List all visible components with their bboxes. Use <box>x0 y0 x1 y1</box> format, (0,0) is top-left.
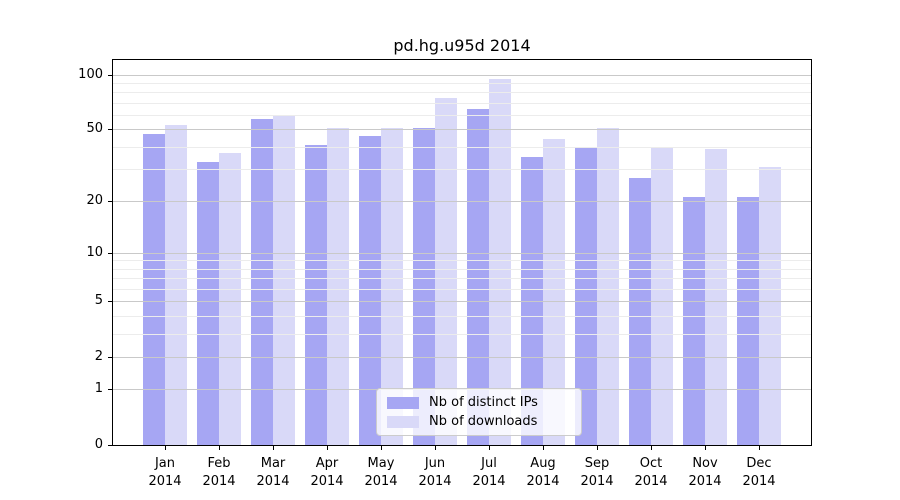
y-tick-10 <box>108 252 112 254</box>
x-tick-label-mar: Mar 2014 <box>256 456 290 489</box>
bars-layer <box>113 60 811 445</box>
legend-item-distinct-ips: Nb of distinct IPs <box>387 395 571 410</box>
bar-may-nb-of-distinct-ips <box>359 135 381 445</box>
y-tick-label-20: 20 <box>86 192 103 208</box>
chart-title: pd.hg.u95d 2014 <box>393 36 531 55</box>
y-tick-label-0: 0 <box>94 437 103 452</box>
y-tick-1 <box>108 389 112 391</box>
bar-aug-nb-of-downloads <box>543 139 565 445</box>
bar-nov-nb-of-distinct-ips <box>683 196 705 445</box>
x-tick-apr <box>327 446 328 450</box>
bar-aug-nb-of-distinct-ips <box>521 157 543 445</box>
x-tick-nov <box>705 446 706 450</box>
bar-jun-nb-of-downloads <box>435 98 457 445</box>
bar-dec-nb-of-distinct-ips <box>737 196 759 445</box>
y-tick-label-1: 1 <box>94 381 103 397</box>
x-tick-label-may: May 2014 <box>364 456 398 489</box>
bar-jan-nb-of-downloads <box>165 124 187 445</box>
bar-jan-nb-of-distinct-ips <box>143 134 165 445</box>
x-tick-oct <box>651 446 652 450</box>
bar-sep-nb-of-distinct-ips <box>575 146 597 445</box>
legend: Nb of distinct IPs Nb of downloads <box>376 388 582 436</box>
x-tick-jan <box>165 446 166 450</box>
x-tick-label-nov: Nov 2014 <box>688 456 722 489</box>
x-tick-sep <box>597 446 598 450</box>
y-tick-label-2: 2 <box>94 348 103 364</box>
bar-oct-nb-of-distinct-ips <box>629 177 651 445</box>
x-tick-dec <box>759 446 760 450</box>
y-tick-5 <box>108 301 112 303</box>
x-tick-label-sep: Sep 2014 <box>580 456 614 489</box>
y-tick-label-5: 5 <box>94 293 103 309</box>
x-tick-jul <box>489 446 490 450</box>
x-tick-label-jul: Jul 2014 <box>472 456 506 489</box>
x-tick-label-jan: Jan 2014 <box>148 456 182 489</box>
plot-area: Nb of distinct IPs Nb of downloads <box>112 59 812 446</box>
legend-label-distinct-ips: Nb of distinct IPs <box>429 395 538 410</box>
bar-feb-nb-of-downloads <box>219 153 241 445</box>
y-tick-2 <box>108 356 112 358</box>
bar-sep-nb-of-downloads <box>597 127 619 445</box>
y-tick-label-100: 100 <box>78 66 103 82</box>
bar-mar-nb-of-downloads <box>273 115 295 445</box>
x-tick-label-aug: Aug 2014 <box>526 456 560 489</box>
x-tick-mar <box>273 446 274 450</box>
bar-apr-nb-of-distinct-ips <box>305 144 327 445</box>
legend-label-downloads: Nb of downloads <box>429 414 538 429</box>
legend-item-downloads: Nb of downloads <box>387 414 571 429</box>
legend-swatch-distinct-ips <box>387 396 419 409</box>
y-tick-100 <box>108 74 112 76</box>
bar-jul-nb-of-distinct-ips <box>467 108 489 445</box>
y-tick-0 <box>108 445 112 446</box>
y-tick-20 <box>108 200 112 202</box>
legend-swatch-downloads <box>387 415 419 428</box>
x-tick-label-oct: Oct 2014 <box>634 456 668 489</box>
bar-nov-nb-of-downloads <box>705 148 727 445</box>
x-tick-aug <box>543 446 544 450</box>
bar-jun-nb-of-distinct-ips <box>413 127 435 445</box>
y-tick-50 <box>108 129 112 131</box>
x-tick-label-dec: Dec 2014 <box>742 456 776 489</box>
y-tick-label-50: 50 <box>86 121 103 137</box>
x-tick-label-jun: Jun 2014 <box>418 456 452 489</box>
x-tick-label-feb: Feb 2014 <box>202 456 236 489</box>
x-tick-feb <box>219 446 220 450</box>
bar-mar-nb-of-distinct-ips <box>251 119 273 445</box>
bar-feb-nb-of-distinct-ips <box>197 161 219 445</box>
bar-dec-nb-of-downloads <box>759 166 781 445</box>
x-tick-may <box>381 446 382 450</box>
x-tick-jun <box>435 446 436 450</box>
bar-may-nb-of-downloads <box>381 127 403 445</box>
bar-apr-nb-of-downloads <box>327 127 349 445</box>
x-tick-label-apr: Apr 2014 <box>310 456 344 489</box>
bar-oct-nb-of-downloads <box>651 146 673 445</box>
y-tick-label-10: 10 <box>86 244 103 260</box>
